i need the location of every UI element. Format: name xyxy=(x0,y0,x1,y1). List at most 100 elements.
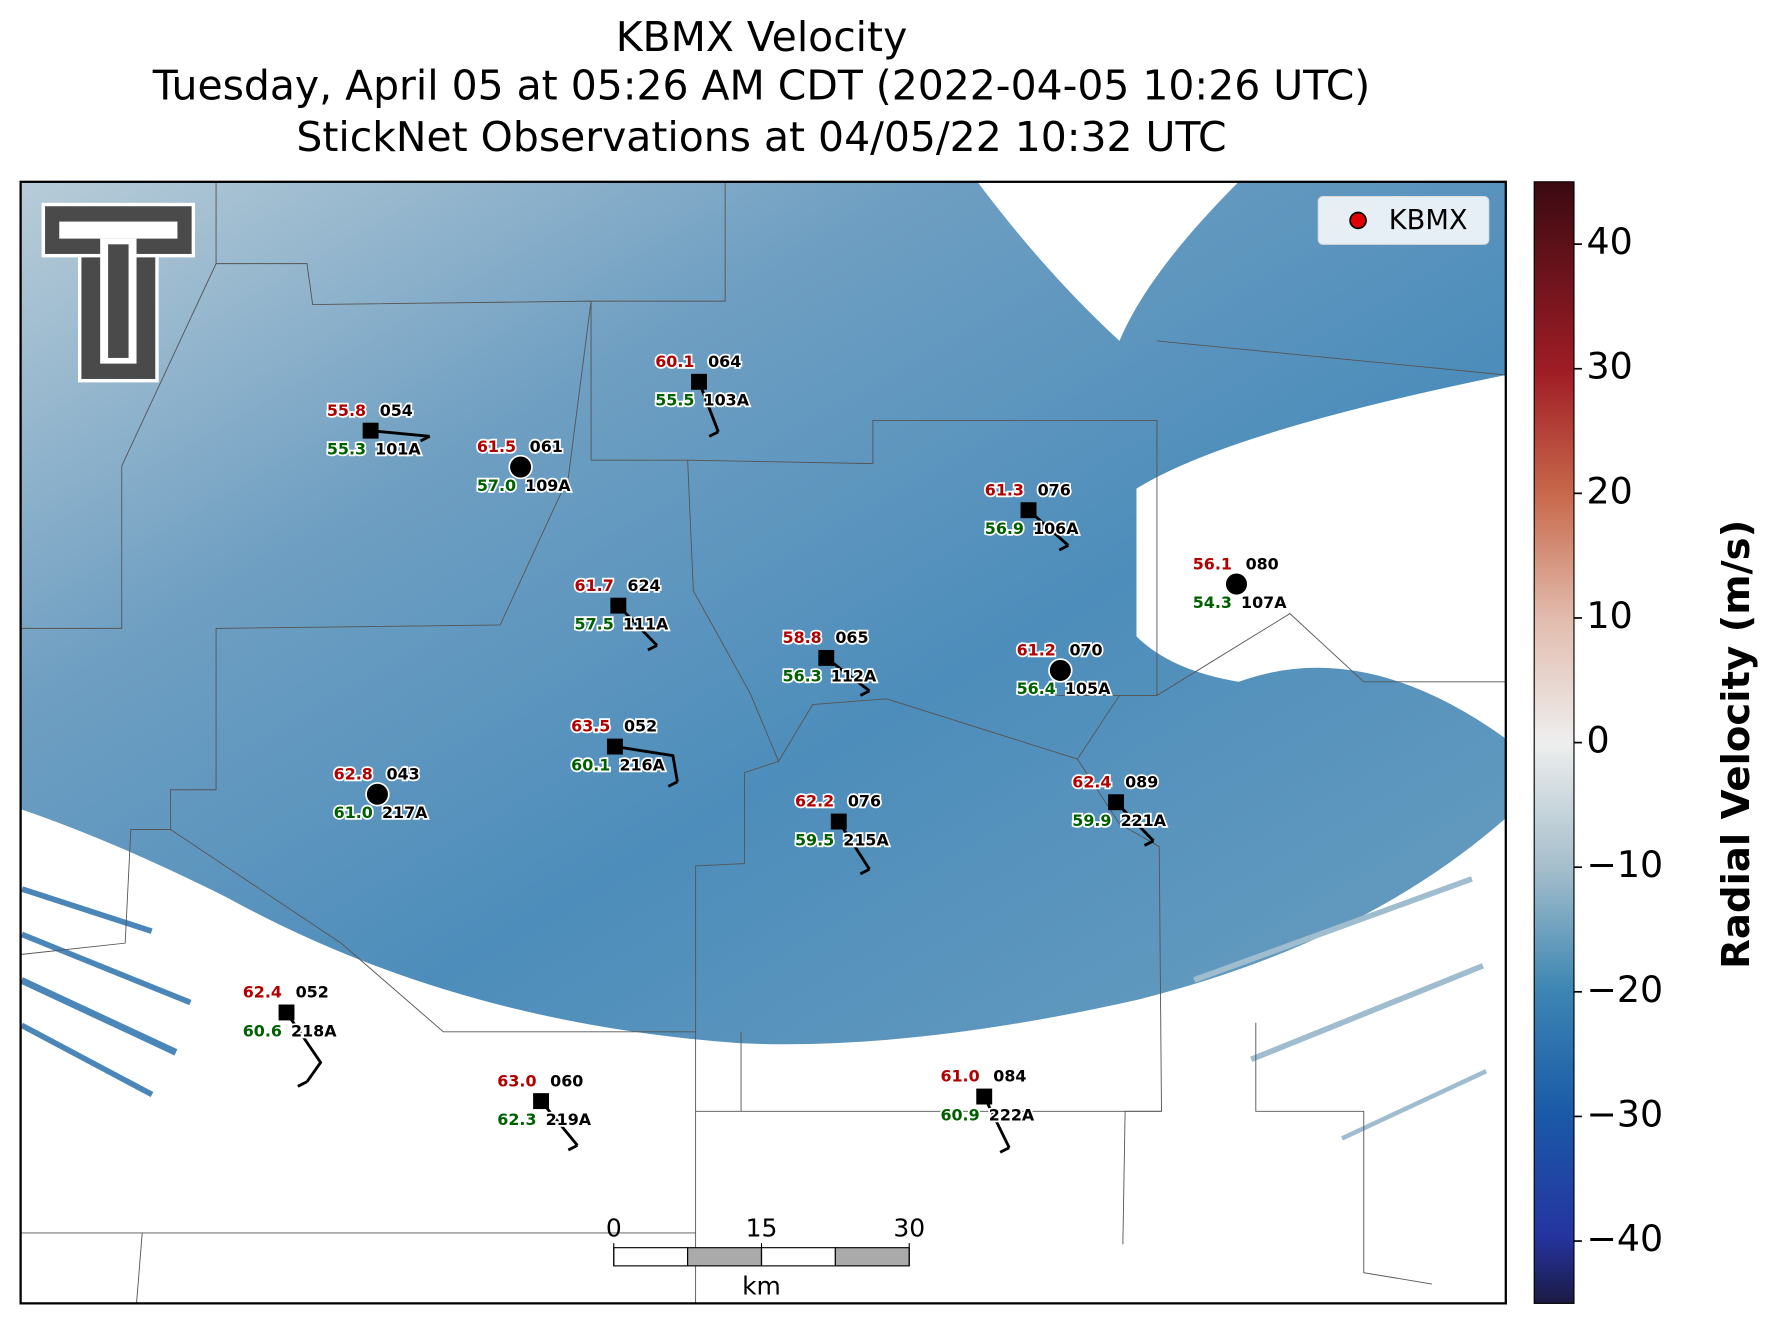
temperature: 62.8 xyxy=(334,764,373,783)
radar-gap xyxy=(1136,374,1506,739)
wind-barb xyxy=(370,429,431,443)
legend-label: KBMX xyxy=(1389,205,1468,236)
pressure-code: 076 xyxy=(1038,480,1071,499)
subtitle: Tuesday, April 05 at 05:26 AM CDT (2022-… xyxy=(152,62,1370,110)
temperature: 61.0 xyxy=(940,1067,979,1086)
wind-barb xyxy=(614,745,679,788)
map-frame xyxy=(19,180,1507,1305)
dewpoint: 56.3 xyxy=(783,667,822,686)
dewpoint: 57.0 xyxy=(477,476,516,495)
station-id: 106A xyxy=(1033,519,1079,538)
pressure-code: 043 xyxy=(387,764,420,783)
station-marker xyxy=(1048,658,1073,683)
station-marker xyxy=(362,422,379,439)
wind-barb xyxy=(982,1095,1011,1154)
map: 55.8 054 55.3 101A 61.5 061 57.0 109A 60.1 064 55.… xyxy=(20,181,1506,1304)
colorbar-tick-label: −10 xyxy=(1586,843,1663,886)
temperature: 63.5 xyxy=(571,717,610,736)
pressure-code: 054 xyxy=(380,401,413,420)
station-id: 111A xyxy=(623,614,669,633)
temperature: 62.2 xyxy=(795,792,834,811)
station-id: 216A xyxy=(619,755,665,774)
temperature: 61.7 xyxy=(575,576,614,595)
colorbar-tick-label: −40 xyxy=(1586,1217,1663,1260)
dewpoint: 60.9 xyxy=(940,1105,979,1124)
wind-barb xyxy=(697,381,720,438)
station-id: 218A xyxy=(291,1021,337,1040)
colorbar-tick-label: 10 xyxy=(1586,594,1632,637)
station-marker xyxy=(606,738,623,755)
dewpoint: 55.5 xyxy=(655,391,694,410)
dewpoint: 60.1 xyxy=(571,755,610,774)
temperature: 55.8 xyxy=(327,401,366,420)
scale-tick-label: 0 xyxy=(606,1214,622,1243)
station-id: 219A xyxy=(546,1110,592,1129)
wind-barb xyxy=(285,1011,323,1088)
pressure-code: 060 xyxy=(550,1071,583,1090)
pressure-code: 080 xyxy=(1246,554,1279,573)
station-marker xyxy=(691,373,707,390)
station-marker xyxy=(818,649,835,666)
scale-segment xyxy=(834,1247,910,1267)
temperature: 63.0 xyxy=(497,1071,536,1090)
scale-segment xyxy=(760,1247,836,1267)
dewpoint: 62.3 xyxy=(497,1110,536,1129)
temperature: 61.5 xyxy=(477,437,516,456)
station-marker xyxy=(508,454,533,480)
pressure-code: 070 xyxy=(1069,641,1102,660)
colorbar-tick-label: 20 xyxy=(1586,469,1632,512)
county-borders xyxy=(20,181,1506,1304)
station-marker xyxy=(610,597,627,614)
station-id: 221A xyxy=(1121,811,1167,830)
station-id: 107A xyxy=(1241,593,1287,612)
temperature: 62.4 xyxy=(243,983,282,1002)
colorbar-tick-label: 0 xyxy=(1586,719,1609,762)
colorbar-tick-label: −30 xyxy=(1586,1092,1663,1135)
pressure-code: 065 xyxy=(835,628,868,647)
pressure-code: 061 xyxy=(530,437,563,456)
station-id: 222A xyxy=(989,1105,1035,1124)
pressure-code: 064 xyxy=(708,352,741,371)
dewpoint: 59.5 xyxy=(795,830,834,849)
station-marker xyxy=(976,1088,993,1105)
scale-tick-label: 15 xyxy=(746,1214,778,1243)
pressure-code: 624 xyxy=(627,576,660,595)
pressure-code: 084 xyxy=(993,1067,1026,1086)
colorbar-label: Radial Velocity (m/s) xyxy=(1714,520,1759,969)
station-id: 217A xyxy=(382,803,428,822)
station-id: 101A xyxy=(375,439,421,458)
station-marker xyxy=(1224,571,1249,597)
temperature: 61.2 xyxy=(1017,641,1056,660)
dewpoint: 61.0 xyxy=(334,803,373,822)
station-marker xyxy=(1020,502,1037,519)
radar-speckle xyxy=(20,876,1488,1141)
colorbar-tick-label: −20 xyxy=(1586,968,1663,1011)
pressure-code: 052 xyxy=(624,717,657,736)
observation-time: StickNet Observations at 04/05/22 10:32 … xyxy=(296,113,1226,161)
station-id: 112A xyxy=(831,667,877,686)
station-marker xyxy=(1108,794,1124,811)
scale-unit: km xyxy=(742,1271,781,1300)
dewpoint: 57.5 xyxy=(575,614,614,633)
dewpoint: 60.6 xyxy=(243,1021,282,1040)
colorbar-tick-label: 40 xyxy=(1586,220,1632,263)
title: KBMX Velocity xyxy=(616,13,908,61)
station-marker xyxy=(830,813,847,830)
station-marker xyxy=(278,1004,295,1021)
temperature: 56.1 xyxy=(1193,554,1232,573)
temperature: 58.8 xyxy=(783,628,822,647)
station-id: 105A xyxy=(1065,679,1111,698)
scale-segment xyxy=(687,1247,763,1267)
scale-segment xyxy=(613,1247,689,1267)
legend: KBMX xyxy=(1317,196,1490,245)
station-id: 109A xyxy=(525,476,571,495)
pressure-code: 052 xyxy=(296,983,329,1002)
temperature: 62.4 xyxy=(1072,772,1111,791)
temperature: 60.1 xyxy=(655,352,694,371)
station-id: 215A xyxy=(843,830,889,849)
dewpoint: 55.3 xyxy=(327,439,366,458)
scale-tick-label: 30 xyxy=(893,1214,925,1243)
dewpoint: 56.4 xyxy=(1017,679,1056,698)
